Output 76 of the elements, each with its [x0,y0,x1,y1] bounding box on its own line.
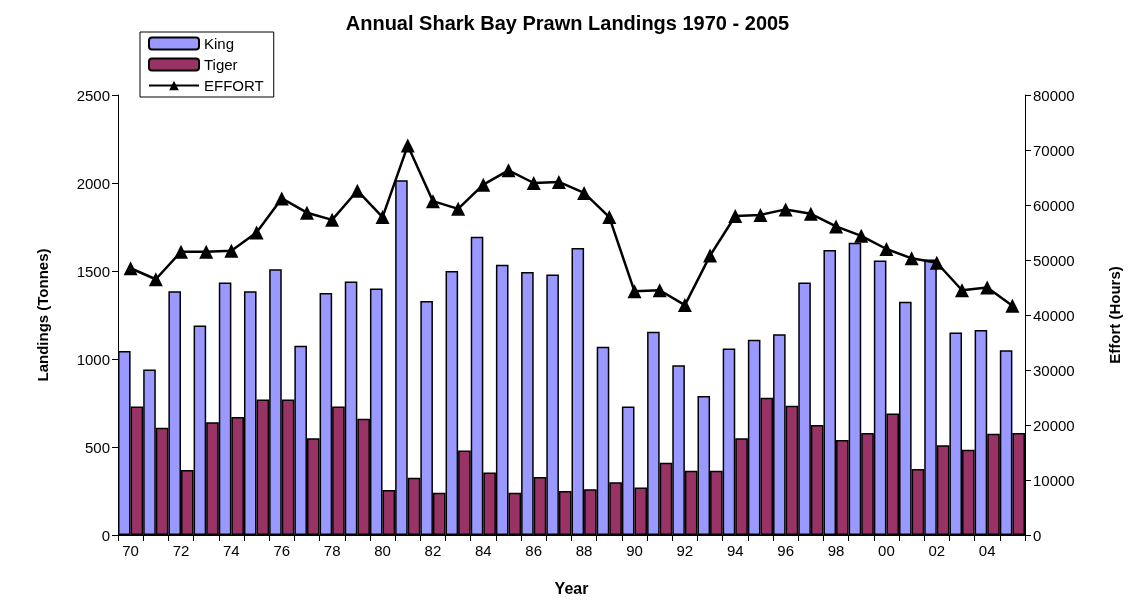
point [173,244,188,259]
point [249,225,264,240]
point [980,280,995,295]
x-tick-label: 80 [374,542,391,559]
point [854,228,869,243]
y-tick-label: 1000 [76,350,110,368]
point [551,174,566,189]
point [1005,298,1020,313]
y2-tick-label: 30000 [1033,361,1075,379]
point [728,209,743,223]
point [526,176,541,190]
point [627,284,642,299]
point [652,283,667,298]
point [955,283,970,298]
x-tick-label: 98 [827,542,845,559]
x-tick-label: 04 [978,542,996,559]
x-tick-label: 02 [928,542,946,559]
y2-tick-label: 80000 [1033,86,1075,104]
x-tick-label: 92 [676,542,694,559]
point [123,261,138,276]
y2-tick-label: 10000 [1033,471,1075,489]
chart-title: Annual Shark Bay Prawn Landings 1970 - 2005 [345,12,790,34]
y-tick-label: 0 [101,526,110,544]
point [400,138,415,153]
x-tick-label: 70 [122,542,139,559]
x-tick-label: 94 [726,542,744,559]
point [375,210,390,225]
y2-tick-label: 50000 [1033,251,1075,269]
point [274,191,289,206]
x-tick-label: 84 [474,542,492,559]
x-tick-label: 78 [323,542,341,559]
x-tick-label: 76 [273,542,291,559]
y-axis-title: Landings (Tonnes) [34,248,51,382]
x-tick-label: 74 [223,542,240,559]
x-tick-label: 00 [878,542,895,559]
point [425,194,440,209]
legend-label: Tiger [204,56,238,73]
point [501,163,516,178]
point [476,177,491,192]
x-tick-label: 72 [172,542,190,559]
point [325,212,340,227]
point [703,248,718,263]
y2-tick-label: 70000 [1033,141,1075,159]
y-tick-label: 2000 [76,174,110,192]
point [148,272,163,287]
y2-tick-label: 0 [1033,526,1042,544]
point [224,243,239,258]
point [778,202,793,217]
y2-tick-label: 60000 [1033,196,1075,214]
y2-axis-title: Effort (Hours) [1106,266,1123,364]
point [904,251,919,266]
point [577,185,592,200]
point [199,244,214,259]
x-tick-label: 96 [777,542,794,559]
point [350,183,365,198]
point [451,201,466,216]
y-tick-label: 1500 [76,262,110,280]
x-tick-label: 88 [575,542,593,559]
y-tick-label: 2500 [76,86,110,104]
legend-label: King [204,35,235,52]
y2-tick-label: 20000 [1033,416,1075,434]
x-axis-title: Year [554,579,589,597]
x-tick-label: 82 [424,542,442,559]
legend-label: EFFORT [204,77,264,94]
y-tick-label: 500 [84,438,110,456]
y2-tick-label: 40000 [1033,306,1075,324]
point [753,207,768,222]
point [829,219,844,234]
x-tick-label: 90 [626,542,643,559]
point [803,206,818,221]
x-tick-label: 86 [525,542,543,559]
point [602,210,617,225]
point [677,298,692,313]
point [879,242,894,256]
point [299,205,314,220]
point [929,255,944,270]
